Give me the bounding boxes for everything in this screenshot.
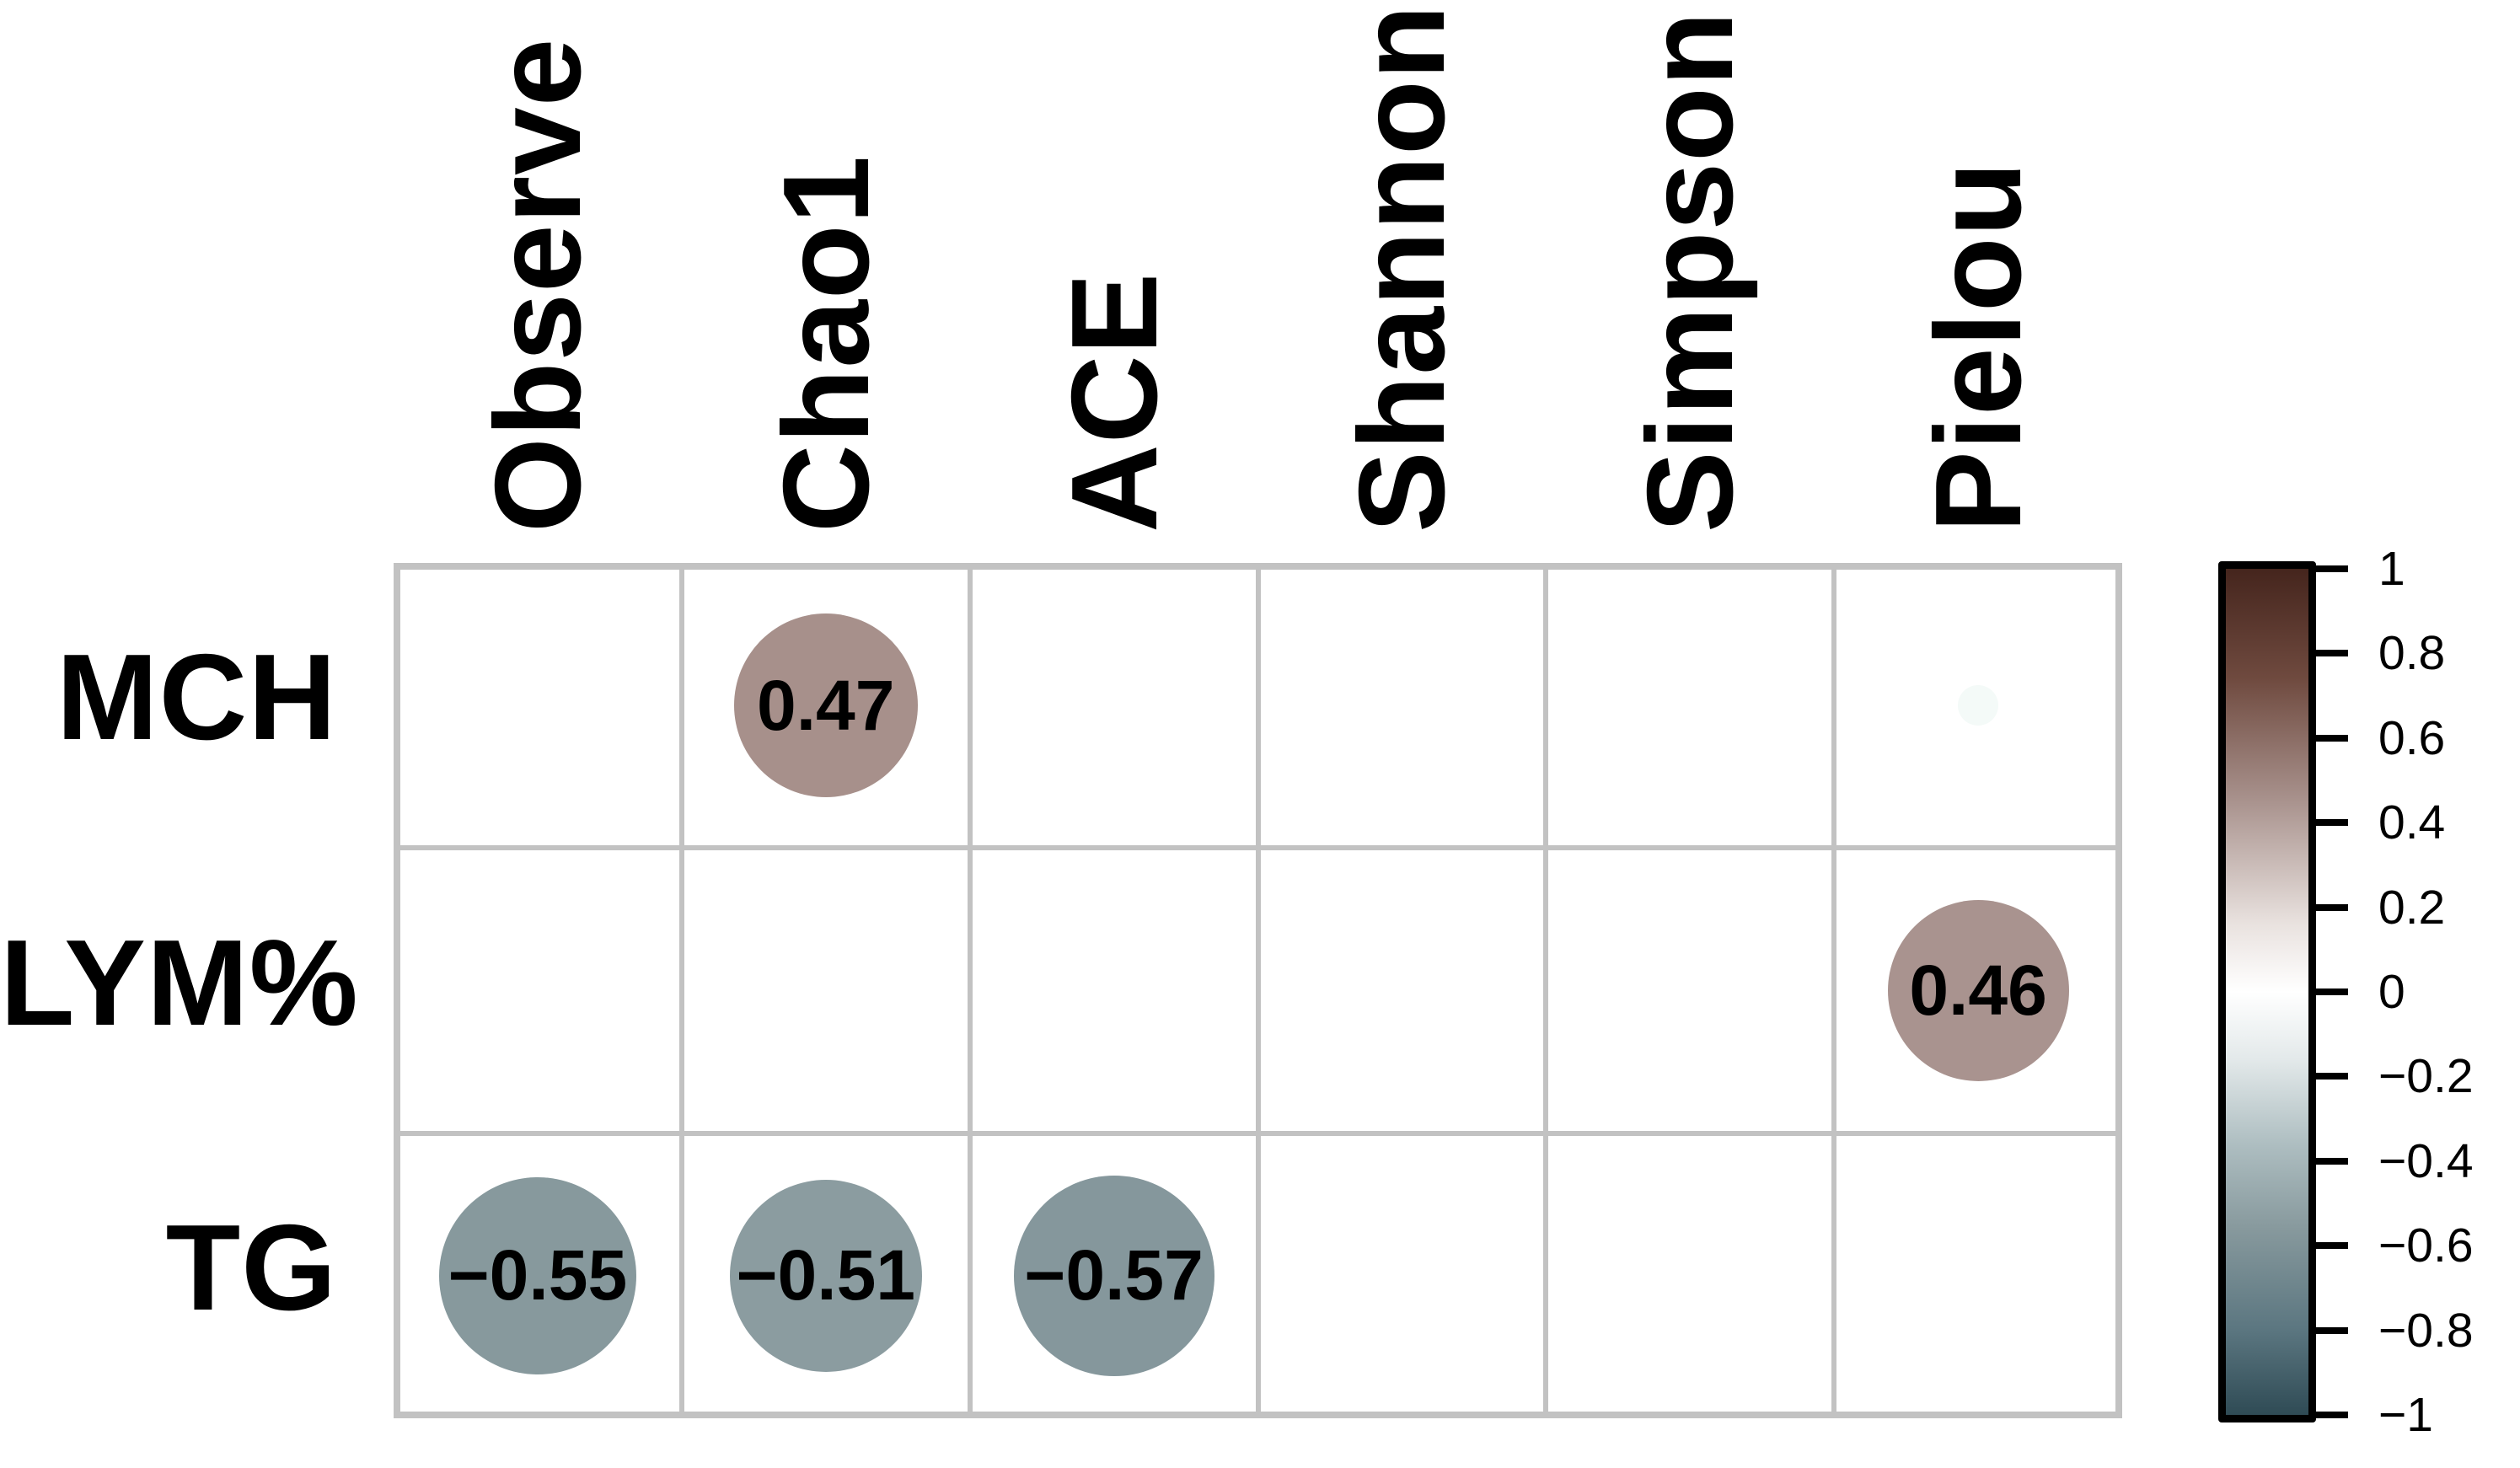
colorbar-tick-label: 0.6 [2378, 710, 2446, 765]
correlation-value: 0.47 [757, 665, 895, 745]
row-label-lym: LYM% [0, 913, 359, 1051]
colorbar-tick [2316, 1412, 2348, 1418]
colorbar-tick [2316, 1242, 2348, 1250]
colorbar-tick-label: 0.2 [2378, 880, 2446, 935]
colorbar-tick [2316, 819, 2348, 827]
colorbar-tick-label: −1 [2378, 1388, 2433, 1442]
correlation-circle: −0.55 [438, 1176, 636, 1374]
row-label-tg: TG [165, 1198, 337, 1336]
grid-line-vertical [967, 570, 973, 1412]
colorbar-tick-label: 0.8 [2378, 626, 2446, 681]
colorbar-tick [2316, 1157, 2348, 1165]
colorbar-tick [2316, 1073, 2348, 1080]
grid-line-vertical [1831, 570, 1837, 1412]
colorbar-gradient [2226, 569, 2308, 1415]
col-label-observe: Observe [469, 37, 606, 533]
col-label-simpson: Simpson [1622, 10, 1759, 533]
row-label-mch: MCH [56, 629, 337, 766]
col-label-pielou: Pielou [1910, 160, 2047, 533]
correlation-grid: 0.47 0.46 −0.55 −0.51 −0.57 [394, 563, 2122, 1418]
colorbar-tick [2316, 734, 2348, 742]
colorbar-tick-label: 1 [2378, 542, 2405, 596]
colorbar-tick [2316, 650, 2348, 657]
col-label-chao1: Chao1 [757, 154, 894, 533]
correlation-value: −0.51 [736, 1235, 916, 1315]
colorbar-tick-label: −0.4 [2378, 1133, 2474, 1188]
correlation-value: 0.46 [1909, 951, 2047, 1030]
correlation-value: −0.57 [1024, 1235, 1204, 1315]
colorbar-tick-label: −0.8 [2378, 1303, 2474, 1358]
colorbar [2218, 561, 2316, 1422]
grid-line-horizontal [400, 1130, 2115, 1136]
correlation-circle: 0.47 [733, 613, 918, 798]
colorbar-tick-label: −0.2 [2378, 1049, 2474, 1104]
col-label-shannon: Shannon [1333, 3, 1471, 533]
colorbar-tick [2316, 903, 2348, 911]
col-label-ace: ACE [1045, 271, 1182, 533]
correlation-circle: −0.51 [729, 1179, 922, 1372]
colorbar-tick-label: −0.6 [2378, 1219, 2474, 1273]
colorbar-tick [2316, 1326, 2348, 1334]
grid-line-horizontal [400, 845, 2115, 851]
grid-line-vertical [1543, 570, 1549, 1412]
grid-line-vertical [678, 570, 684, 1412]
correlation-circle: −0.57 [1013, 1175, 1214, 1376]
colorbar-tick-label: 0 [2378, 965, 2405, 1019]
colorbar-tick [2316, 988, 2348, 995]
colorbar-tick-label: 0.4 [2378, 796, 2446, 850]
correlation-value: −0.55 [448, 1235, 628, 1315]
correlation-ghost-circle [1958, 685, 1999, 726]
colorbar-tick [2316, 565, 2348, 572]
grid-line-vertical [1255, 570, 1261, 1412]
correlation-circle: 0.46 [1887, 900, 2069, 1081]
